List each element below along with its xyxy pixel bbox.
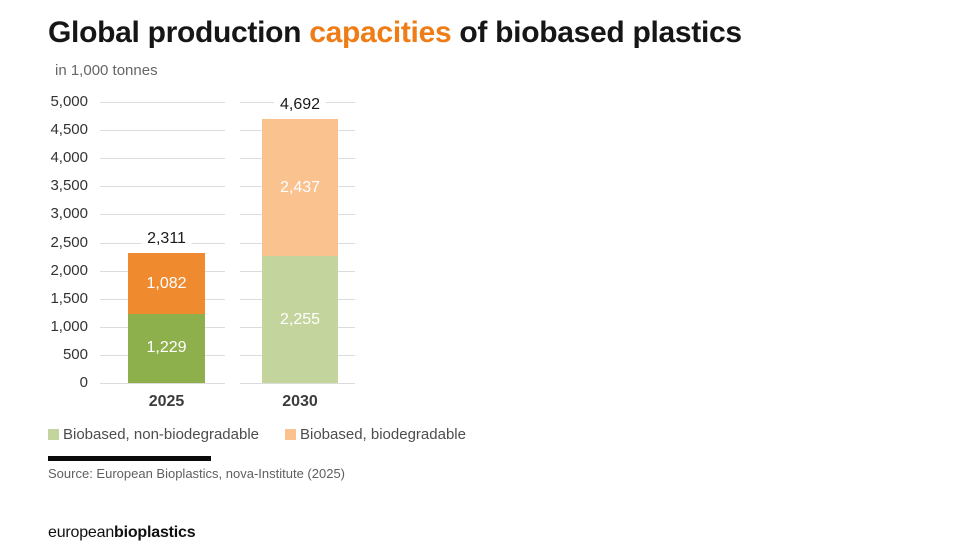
y-tick-label: 0 [79, 374, 88, 391]
y-tick-label: 2,000 [50, 261, 88, 279]
plot-area: 1,082 1,229 2,311 2,437 2,255 4,692 2025… [100, 96, 355, 410]
source-divider-rule [48, 456, 211, 461]
segment-value-label: 2,437 [279, 178, 321, 196]
y-tick-label: 3,500 [50, 177, 88, 195]
y-tick-label: 1,500 [50, 289, 88, 307]
legend-label: Biobased, non-biodegradable [63, 426, 259, 443]
y-tick-label: 500 [62, 345, 88, 363]
legend-label: Biobased, biodegradable [300, 426, 466, 443]
logo-text-bold: bioplastics [114, 524, 196, 541]
source-text: Source: European Bioplastics, nova-Insti… [48, 466, 346, 481]
gridline [240, 383, 355, 384]
european-bioplastics-logo: europeanbioplastics [48, 524, 196, 542]
segment-value-label: 1,229 [146, 339, 187, 357]
bar-2030: 2,437 2,255 4,692 [262, 96, 338, 383]
y-tick-label: 3,000 [50, 205, 88, 223]
y-axis: 0 500 1,000 1,500 2,000 2,500 3,000 3,500 4,000 4… [0, 93, 88, 391]
y-tick-label: 1,000 [50, 317, 88, 335]
gridline [100, 383, 225, 384]
bar-2025-non-biodegradable-segment: 1,229 [128, 313, 205, 383]
x-axis-label-2025: 2025 [148, 393, 185, 410]
y-tick-label: 2,500 [50, 233, 88, 251]
y-tick-label: 4,000 [50, 149, 88, 167]
bar-2025-total-label: 2,311 [141, 230, 192, 249]
legend: Biobased, non-biodegradable Biobased, bi… [48, 426, 548, 444]
logo-text-regular: european [48, 524, 115, 541]
x-axis-label-2030: 2030 [282, 393, 318, 410]
title-prefix: Global production [48, 16, 310, 49]
y-tick-label: 5,000 [50, 93, 88, 110]
title-highlight: capacities [309, 16, 452, 49]
gridline [100, 158, 225, 160]
page-title: Global production capacities of biobased… [48, 16, 742, 50]
legend-swatch-orange [285, 429, 296, 440]
bar-2025: 1,082 1,229 2,311 [128, 230, 205, 383]
legend-item-biodegradable: Biobased, biodegradable [285, 426, 466, 443]
legend-swatch-green [48, 429, 59, 440]
bar-2030-total-label: 4,692 [273, 96, 327, 115]
legend-item-non-biodegradable: Biobased, non-biodegradable [48, 426, 259, 443]
chart-unit-label: in 1,000 tonnes [55, 62, 158, 79]
gridline [100, 130, 225, 132]
segment-value-label: 2,255 [279, 310, 321, 328]
bar-2030-non-biodegradable-segment: 2,255 [262, 256, 338, 383]
gridline [100, 102, 225, 103]
title-suffix: of biobased plastics [451, 16, 742, 49]
bar-2025-biodegradable-segment: 1,082 [128, 253, 205, 314]
gridline [100, 214, 225, 216]
segment-value-label: 1,082 [146, 274, 187, 292]
bar-2030-biodegradable-segment: 2,437 [262, 119, 338, 257]
gridline [100, 186, 225, 188]
y-tick-label: 4,500 [50, 121, 88, 139]
